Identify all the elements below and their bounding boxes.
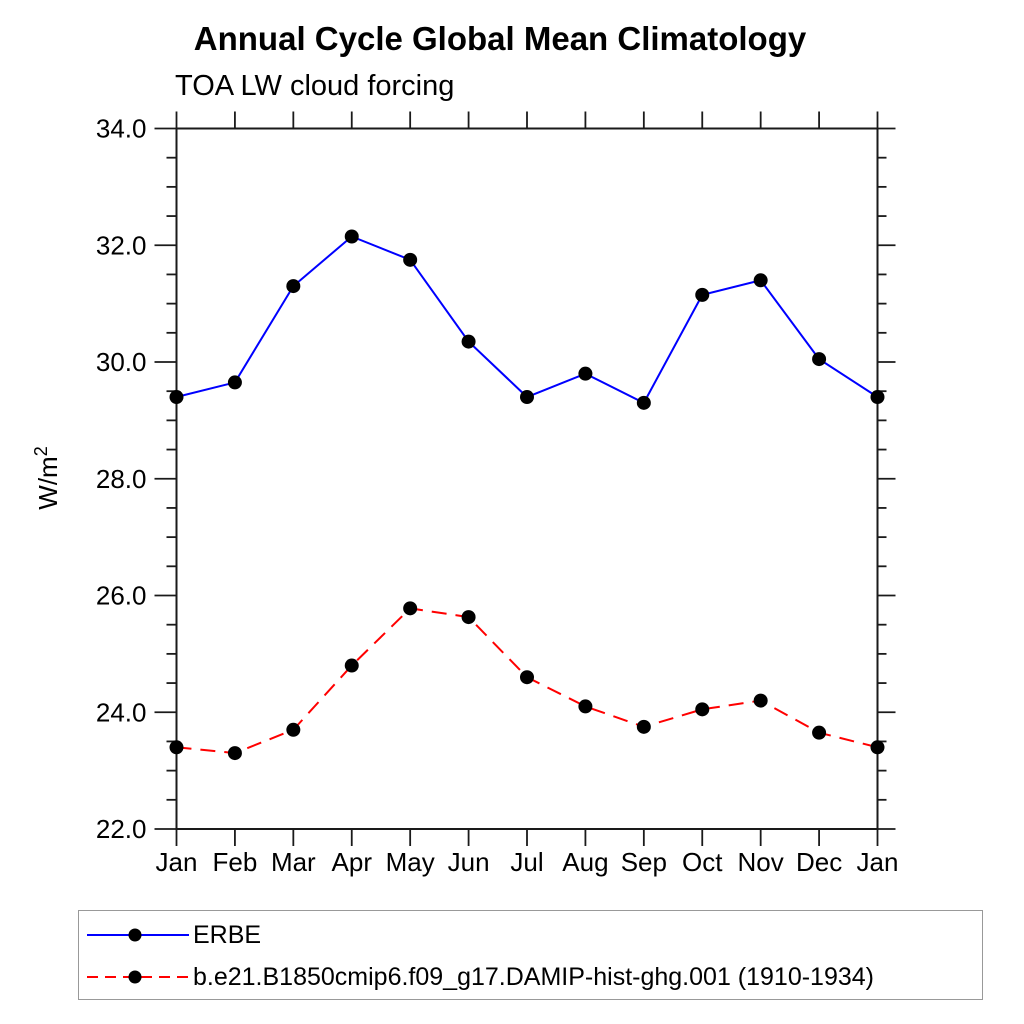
data-point bbox=[461, 610, 476, 625]
data-point bbox=[403, 601, 418, 616]
chart-title: Annual Cycle Global Mean Climatology bbox=[193, 20, 807, 57]
data-point bbox=[286, 722, 301, 737]
series-line-erbe bbox=[176, 235, 879, 405]
data-point bbox=[870, 740, 885, 755]
y-tick-label: 26.0 bbox=[96, 581, 147, 611]
x-axis-ticks bbox=[175, 111, 879, 846]
y-axis-ticks bbox=[154, 127, 896, 830]
data-point bbox=[753, 693, 768, 708]
data-point bbox=[520, 670, 534, 685]
data-point bbox=[636, 719, 651, 734]
data-point bbox=[636, 395, 651, 410]
data-point bbox=[695, 287, 710, 302]
y-tick-label: 34.0 bbox=[96, 114, 147, 144]
chart-subtitle: TOA LW cloud forcing bbox=[175, 70, 455, 102]
x-tick-label: Sep bbox=[621, 847, 667, 877]
data-point bbox=[520, 390, 534, 405]
y-tick-label: 28.0 bbox=[96, 464, 147, 494]
legend-label-erbe: ERBE bbox=[193, 920, 262, 949]
y-tick-label: 32.0 bbox=[96, 230, 147, 260]
data-point bbox=[753, 273, 768, 288]
x-tick-label: Feb bbox=[213, 847, 258, 877]
x-tick-label: Jan bbox=[156, 847, 198, 877]
data-point bbox=[344, 229, 359, 244]
data-point bbox=[169, 740, 184, 755]
data-point bbox=[227, 375, 242, 390]
data-point bbox=[812, 725, 827, 740]
y-tick-label: 30.0 bbox=[96, 347, 147, 377]
legend-line-sample-solid bbox=[87, 928, 189, 942]
data-point bbox=[578, 366, 593, 381]
series-markers-model bbox=[169, 601, 885, 761]
plot-frame bbox=[175, 127, 879, 830]
data-point bbox=[227, 746, 242, 761]
y-tick-labels: 22.0 24.0 26.0 28.0 30.0 32.0 34.0 bbox=[96, 114, 147, 845]
legend-label-model: b.e21.B1850cmip6.f09_g17.DAMIP-hist-ghg.… bbox=[193, 962, 874, 991]
legend-marker-dot bbox=[128, 928, 142, 942]
x-tick-label: Jul bbox=[510, 847, 543, 877]
x-tick-label: Aug bbox=[562, 847, 608, 877]
x-tick-label: Dec bbox=[796, 847, 842, 877]
legend-box: ERBE b.e21.B1850cmip6.f09_g17.DAMIP-hist… bbox=[78, 910, 983, 1000]
x-tick-label: Mar bbox=[271, 847, 316, 877]
data-point bbox=[870, 390, 885, 405]
data-point bbox=[344, 658, 359, 673]
y-axis-label: W/m2 bbox=[31, 446, 63, 509]
x-tick-label: Oct bbox=[682, 847, 723, 877]
legend-item-erbe: ERBE bbox=[79, 914, 982, 956]
legend-marker-dot bbox=[128, 970, 142, 984]
data-point bbox=[403, 252, 418, 267]
data-point bbox=[461, 334, 476, 349]
legend-line-sample-dashed bbox=[87, 970, 189, 984]
data-point bbox=[578, 699, 593, 714]
x-tick-label: Nov bbox=[738, 847, 784, 877]
data-point bbox=[812, 352, 827, 367]
x-tick-label: Jan bbox=[857, 847, 899, 877]
data-point bbox=[695, 702, 710, 717]
series-markers-erbe bbox=[169, 229, 885, 410]
x-tick-label: May bbox=[386, 847, 435, 877]
y-tick-label: 24.0 bbox=[96, 697, 147, 727]
x-tick-label: Jun bbox=[448, 847, 490, 877]
x-tick-labels: Jan Feb Mar Apr May Jun Jul Aug Sep Oct Nov Dec Jan bbox=[156, 847, 899, 877]
data-point bbox=[286, 279, 301, 294]
data-point bbox=[169, 390, 184, 405]
legend-item-model: b.e21.B1850cmip6.f09_g17.DAMIP-hist-ghg.… bbox=[79, 956, 982, 998]
y-tick-label: 22.0 bbox=[96, 814, 147, 844]
x-tick-label: Apr bbox=[332, 847, 373, 877]
